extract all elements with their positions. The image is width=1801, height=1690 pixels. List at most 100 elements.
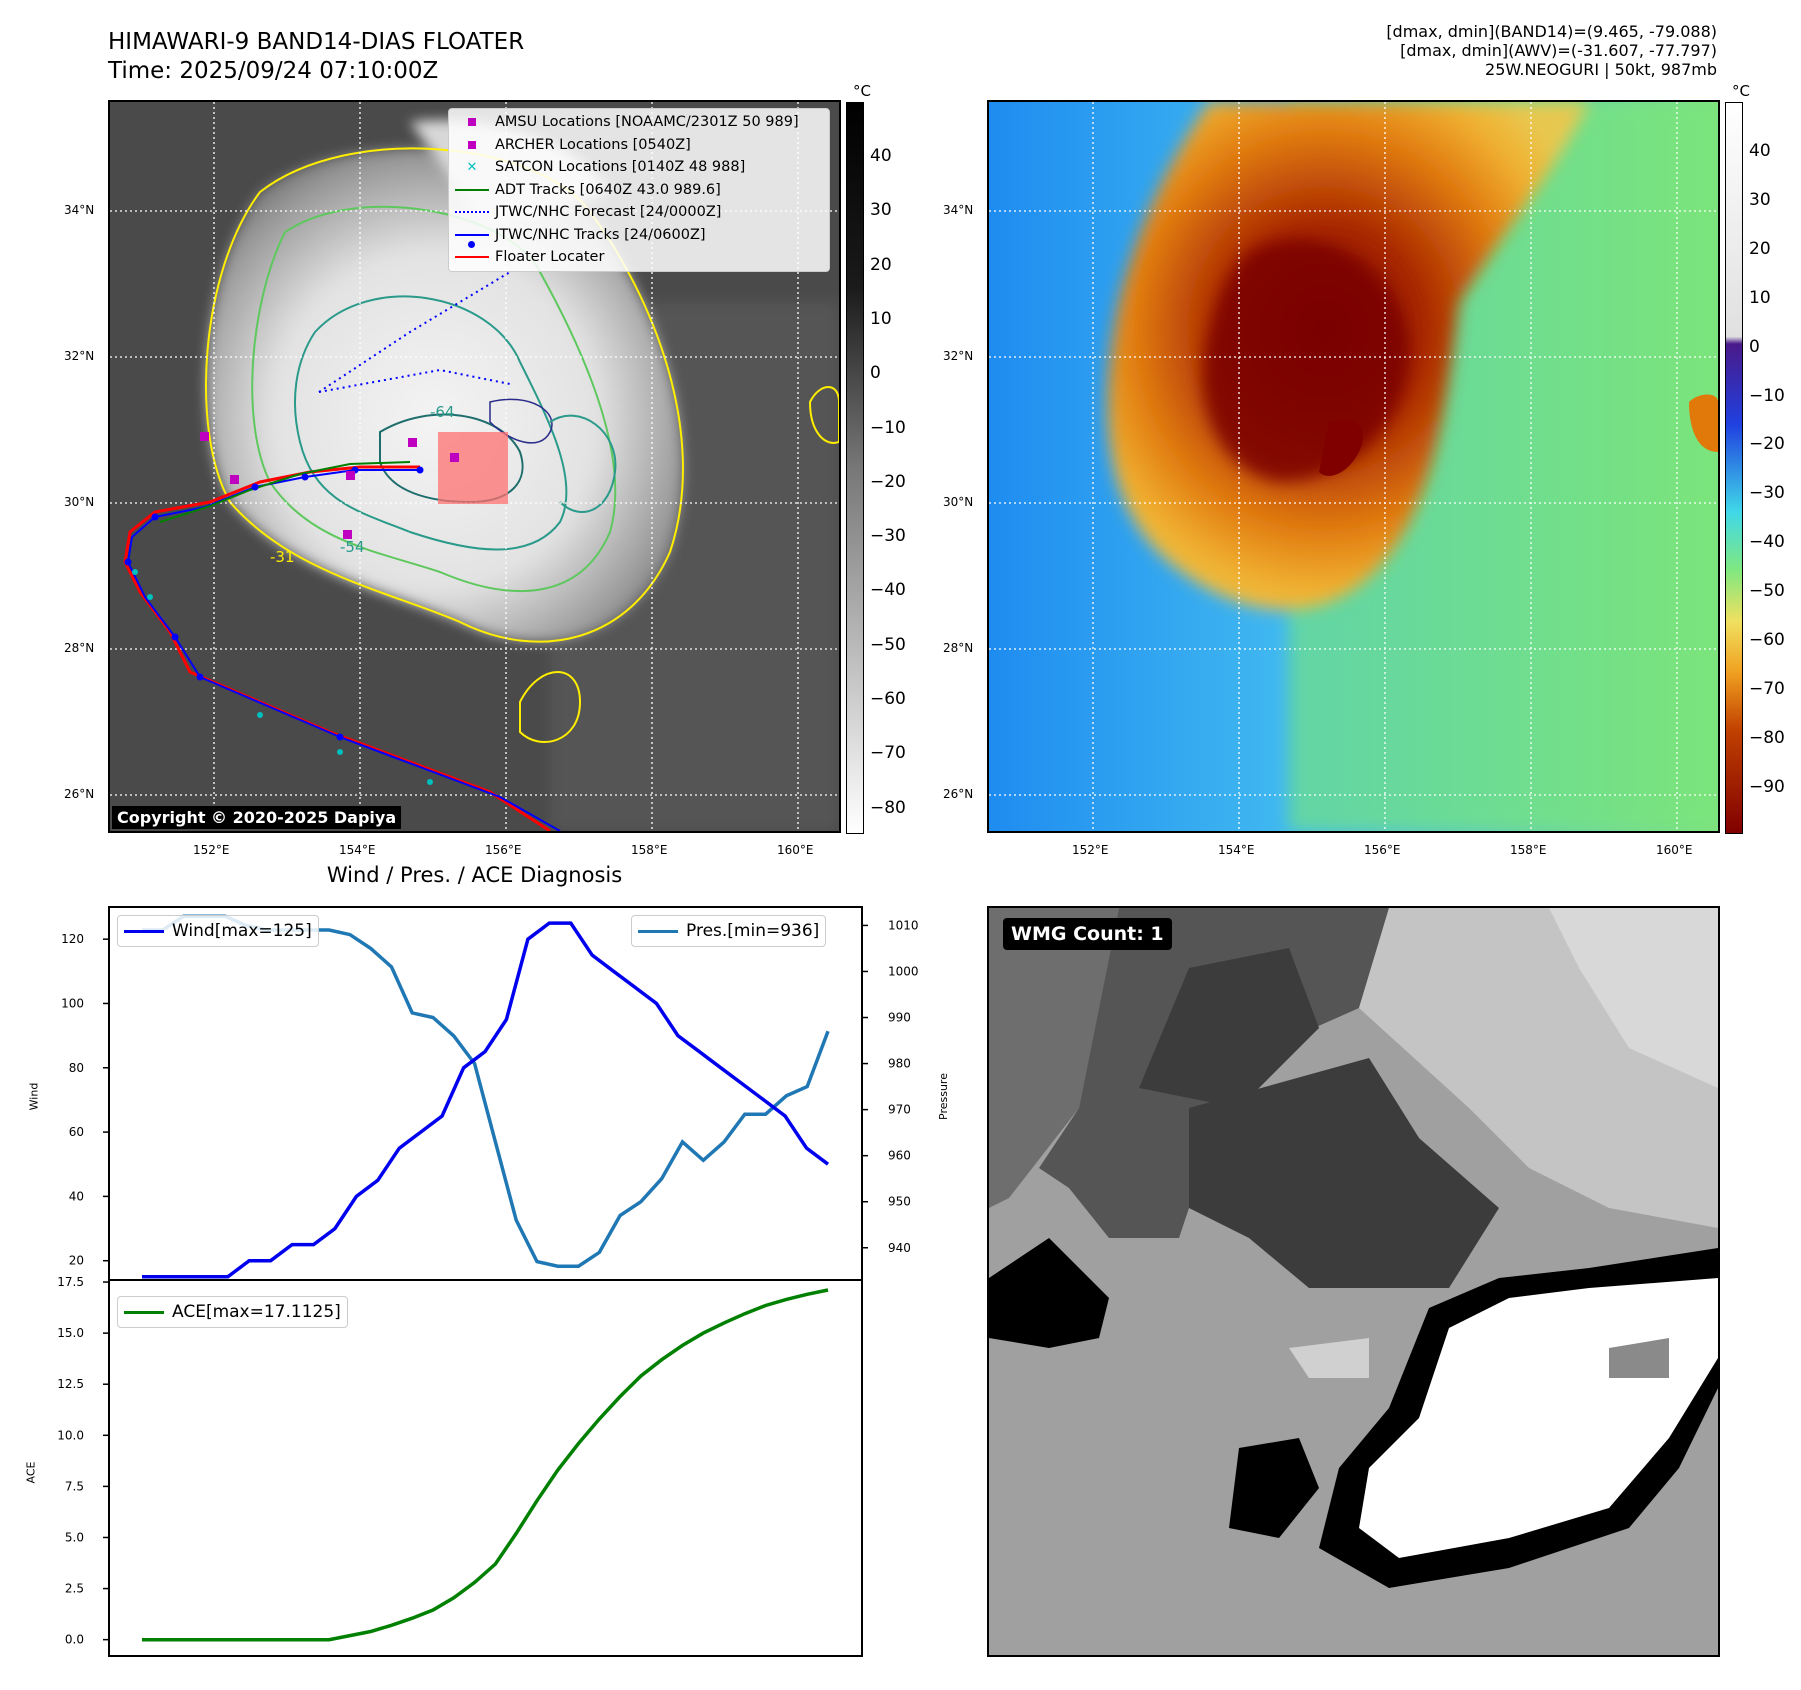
colorbar-tick-label: 30 — [870, 200, 892, 221]
title-line-1: HIMAWARI-9 BAND14-DIAS FLOATER — [108, 29, 525, 55]
pressure-tick-label: 950 — [888, 1195, 911, 1209]
lat-label: 28°N — [943, 641, 974, 655]
lon-label: 160°E — [1656, 843, 1693, 857]
legend-amsu: AMSU Locations [NOAAMC/2301Z 50 989] — [449, 111, 829, 134]
storm-info: 25W.NEOGURI | 50kt, 987mb — [1485, 60, 1717, 79]
lat-label: 32°N — [64, 349, 95, 363]
colorbar-tick-label: −40 — [870, 580, 906, 601]
contour-label-1: -31 — [270, 548, 295, 566]
pressure-tick-label: 940 — [888, 1241, 911, 1255]
awv-map-panel — [987, 100, 1720, 833]
colorbar-tick-label: −30 — [1749, 483, 1785, 504]
lon-label: 160°E — [777, 843, 814, 857]
wind-tick-label: 100 — [61, 996, 84, 1010]
colorbar-tick-label: −30 — [870, 526, 906, 547]
wind-tick-label: 20 — [69, 1254, 84, 1268]
line-icon — [455, 188, 489, 191]
colorbar-tick-label: 20 — [1749, 238, 1771, 259]
colorbar-tick-label: −70 — [1749, 678, 1785, 699]
colorbar-tick-label: 10 — [1749, 287, 1771, 308]
map-legend: AMSU Locations [NOAAMC/2301Z 50 989] ARC… — [448, 108, 830, 272]
legend-archer: ARCHER Locations [0540Z] — [449, 134, 829, 157]
ace-legend: ACE[max=17.1125] — [117, 1296, 348, 1328]
line-icon — [124, 1310, 164, 1314]
line-icon — [455, 256, 489, 259]
ace-tick-label: 2.5 — [65, 1582, 84, 1596]
ace-tick-label: 15.0 — [57, 1326, 84, 1340]
colorbar-tick-label: −40 — [1749, 532, 1785, 553]
copyright-notice: Copyright © 2020-2025 Dapiya — [112, 806, 402, 829]
pressure-tick-label: 970 — [888, 1103, 911, 1117]
colorbar-tick-label: 40 — [870, 146, 892, 166]
colorbar-tick-label: −20 — [870, 471, 906, 492]
awv-range: [dmax, dmin](AWV)=(-31.607, -77.797) — [1400, 41, 1717, 60]
colorbar-tick-label: −80 — [870, 797, 906, 818]
legend-adt: ADT Tracks [0640Z 43.0 989.6] — [449, 179, 829, 202]
wmg-count-badge: WMG Count: 1 — [1003, 918, 1172, 950]
colorbar-tick-label: −10 — [870, 417, 906, 438]
lon-label: 158°E — [631, 843, 668, 857]
square-marker-icon — [468, 140, 476, 149]
lon-label: 154°E — [339, 843, 376, 857]
colorbar-grayscale — [846, 102, 864, 834]
line-dot-icon — [455, 233, 489, 236]
colorbar-unit: °C — [1732, 82, 1750, 100]
legend-forecast: JTWC/NHC Forecast [24/0000Z] — [449, 201, 829, 224]
pressure-axis-label: Pressure — [936, 1073, 950, 1120]
colorbar-tick-label: −10 — [1749, 385, 1785, 406]
colorbar-tick-label: −80 — [1749, 727, 1785, 748]
ace-tick-label: 17.5 — [57, 1275, 84, 1289]
wind-series-line — [142, 921, 830, 1279]
colorbar-awv — [1725, 102, 1743, 834]
title-line-2: Time: 2025/09/24 07:10:00Z — [108, 58, 439, 84]
colorbar-tick-label: −50 — [870, 634, 906, 655]
colorbar-tick-label: 0 — [870, 363, 881, 384]
colorbar-unit: °C — [853, 82, 871, 100]
colorbar-tick-label: 20 — [870, 254, 892, 275]
diagnosis-title: Wind / Pres. / ACE Diagnosis — [326, 863, 623, 887]
ace-tick-label: 12.5 — [57, 1377, 84, 1391]
colorbar-tick-label: −60 — [870, 689, 906, 709]
wind-axis-label: Wind — [27, 1082, 41, 1111]
wind-tick-label: 40 — [69, 1189, 84, 1203]
x-marker-icon: ✕ — [466, 159, 478, 175]
lat-label: 30°N — [943, 495, 974, 509]
colorbar-tick-label: 30 — [1749, 189, 1771, 210]
line-icon — [124, 929, 164, 933]
ir-map-panel: -31 -54 -64 AMSU Locations [NOAAMC/2301Z… — [108, 100, 841, 833]
lat-label: 34°N — [943, 203, 974, 217]
ace-axis-label: ACE — [24, 1461, 38, 1484]
pressure-tick-label: 960 — [888, 1149, 911, 1163]
ace-tick-label: 7.5 — [65, 1479, 84, 1493]
legend-satcon: ✕ SATCON Locations [0140Z 48 988] — [449, 156, 829, 179]
colorbar-tick-label: −20 — [1749, 434, 1785, 455]
awv-map-image — [989, 102, 1718, 831]
colorbar-tick-label: 0 — [1749, 336, 1760, 357]
wind-legend: Wind[max=125] — [117, 915, 319, 947]
figure-title: HIMAWARI-9 BAND14-DIAS FLOATER Time: 202… — [108, 28, 524, 86]
pressure-tick-label: 1010 — [888, 918, 919, 932]
colorbar-tick-label: −50 — [1749, 581, 1785, 602]
lat-label: 26°N — [64, 787, 95, 801]
legend-floater: Floater Locater — [449, 246, 829, 269]
lat-label: 34°N — [64, 203, 95, 217]
lon-label: 156°E — [485, 843, 522, 857]
contour-label-2: -54 — [340, 538, 365, 556]
lon-label: 154°E — [1218, 843, 1255, 857]
lat-label: 32°N — [943, 349, 974, 363]
lon-label: 156°E — [1364, 843, 1401, 857]
line-icon — [638, 929, 678, 933]
lon-label: 152°E — [1072, 843, 1109, 857]
colorbar-tick-label: 10 — [870, 308, 892, 329]
dotted-line-icon — [455, 211, 489, 214]
lat-label: 26°N — [943, 787, 974, 801]
pressure-tick-label: 1000 — [888, 964, 919, 978]
wmg-image — [989, 908, 1718, 1655]
wind-tick-label: 80 — [69, 1061, 84, 1075]
lat-label: 30°N — [64, 495, 95, 509]
pressure-tick-label: 980 — [888, 1057, 911, 1071]
pressure-tick-label: 990 — [888, 1011, 911, 1025]
colorbar-tick-label: −60 — [1749, 630, 1785, 650]
colorbar-tick-label: −90 — [1749, 776, 1785, 797]
legend-tracks: JTWC/NHC Tracks [24/0600Z] — [449, 224, 829, 248]
